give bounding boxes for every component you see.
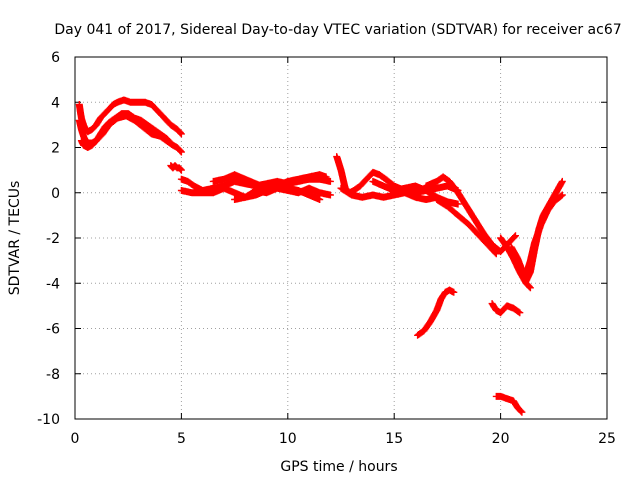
y-tick-label: 0 xyxy=(51,186,60,202)
y-tick-label: -6 xyxy=(46,322,60,338)
data-layer xyxy=(75,96,566,416)
data-series xyxy=(167,162,185,174)
plus-markers xyxy=(77,112,185,156)
chart-title: Day 041 of 2017, Sidereal Day-to-day VTE… xyxy=(54,22,621,38)
x-axis-label: GPS time / hours xyxy=(280,459,397,475)
x-tick-label: 0 xyxy=(71,431,80,447)
data-series xyxy=(492,392,526,416)
plus-markers xyxy=(488,300,524,317)
plus-markers xyxy=(414,286,458,339)
x-tick-label: 25 xyxy=(598,431,616,447)
data-series xyxy=(522,191,566,278)
y-tick-label: -2 xyxy=(46,231,60,247)
data-series xyxy=(231,182,324,203)
data-series xyxy=(209,171,330,192)
y-axis-label: SDTVAR / TECUs xyxy=(7,181,23,296)
x-tick-label: 20 xyxy=(492,431,510,447)
data-series xyxy=(77,112,185,156)
plus-markers xyxy=(522,191,566,278)
data-series xyxy=(414,286,458,339)
y-tick-label: 6 xyxy=(51,50,60,66)
y-tick-label: 4 xyxy=(51,95,60,111)
x-tick-label: 10 xyxy=(279,431,297,447)
x-tick-label: 15 xyxy=(385,431,403,447)
data-series xyxy=(433,196,500,258)
y-tick-label: -4 xyxy=(46,276,60,292)
x-tick-label: 5 xyxy=(177,431,186,447)
plus-markers xyxy=(492,392,526,416)
data-series xyxy=(488,300,524,317)
y-tick-label: -8 xyxy=(46,367,60,383)
plus-markers xyxy=(167,162,185,174)
y-tick-label: -10 xyxy=(37,412,60,428)
tick-layer: 0 5 10 15 20 25 -10 -8 -6 -4 -2 0 2 4 6 xyxy=(37,50,616,447)
y-tick-label: 2 xyxy=(51,141,60,157)
